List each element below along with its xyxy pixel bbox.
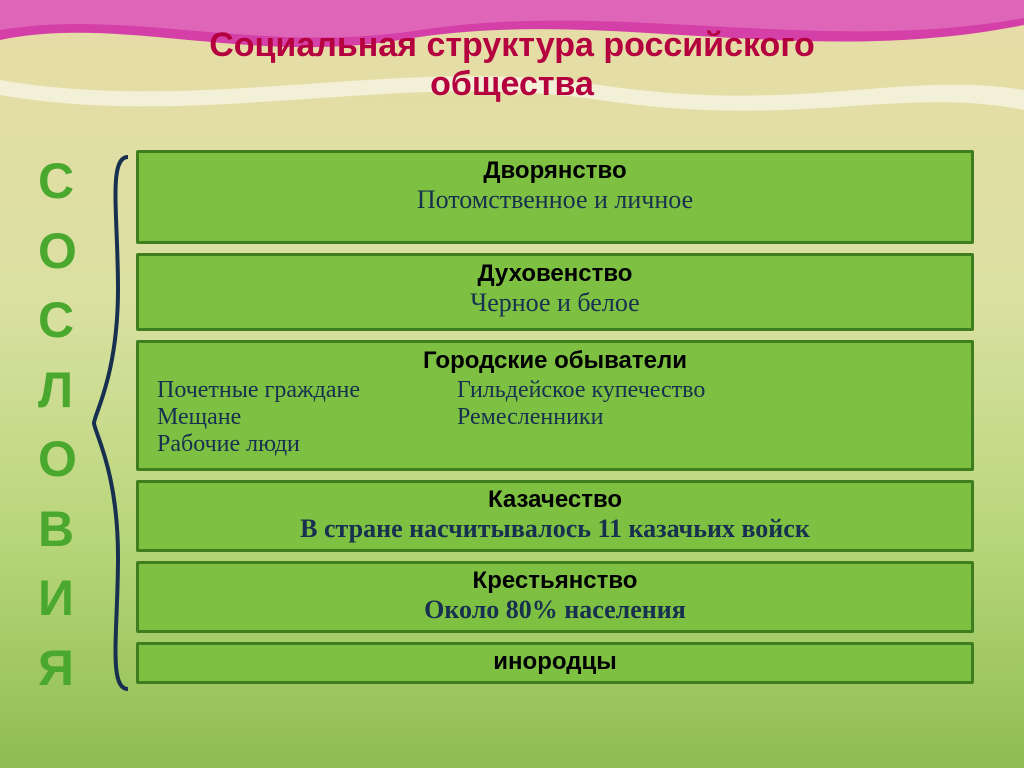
- estates-boxes: Дворянство Потомственное и личное Духове…: [136, 150, 974, 684]
- urban-workers: Рабочие люди: [157, 431, 457, 458]
- peasantry-title: Крестьянство: [151, 567, 959, 595]
- urban-craftsmen: Ремесленники: [457, 404, 603, 431]
- title-line-2: общества: [0, 65, 1024, 104]
- nobility-subtitle: Потомственное и личное: [151, 185, 959, 215]
- cossacks-subtitle: В стране насчитывалось 11 казачьих войск: [151, 514, 959, 544]
- vl-5: В: [38, 506, 77, 554]
- urban-row-1: Почетные граждане Гильдейское купечество: [157, 377, 953, 404]
- urban-guild-merchants: Гильдейское купечество: [457, 377, 705, 404]
- vl-4: О: [38, 436, 77, 484]
- vl-6: И: [38, 575, 77, 623]
- vl-1: О: [38, 228, 77, 276]
- urban-hon-citizens: Почетные граждане: [157, 377, 457, 404]
- clergy-subtitle: Черное и белое: [151, 288, 959, 318]
- vl-7: Я: [38, 645, 77, 693]
- box-cossacks: Казачество В стране насчитывалось 11 каз…: [136, 480, 974, 552]
- vl-2: С: [38, 297, 77, 345]
- page-title: Социальная структура российского обществ…: [0, 26, 1024, 104]
- aliens-title: инородцы: [151, 648, 959, 676]
- peasantry-subtitle: Около 80% населения: [151, 595, 959, 625]
- urban-row-2: Мещане Ремесленники: [157, 404, 953, 431]
- urban-meschane: Мещане: [157, 404, 457, 431]
- urban-row-3: Рабочие люди: [157, 431, 953, 458]
- urban-title: Городские обыватели: [151, 347, 959, 375]
- vl-0: С: [38, 158, 77, 206]
- box-peasantry: Крестьянство Около 80% населения: [136, 561, 974, 633]
- curly-brace-icon: [90, 155, 134, 691]
- vertical-label-estates: С О С Л О В И Я: [38, 158, 77, 692]
- box-clergy: Духовенство Черное и белое: [136, 253, 974, 331]
- clergy-title: Духовенство: [151, 260, 959, 288]
- title-line-1: Социальная структура российского: [0, 26, 1024, 65]
- urban-grid: Почетные граждане Гильдейское купечество…: [151, 375, 959, 458]
- box-urban: Городские обыватели Почетные граждане Ги…: [136, 340, 974, 471]
- nobility-title: Дворянство: [151, 157, 959, 185]
- vl-3: Л: [38, 367, 77, 415]
- box-nobility: Дворянство Потомственное и личное: [136, 150, 974, 244]
- box-aliens: инородцы: [136, 642, 974, 684]
- cossacks-title: Казачество: [151, 486, 959, 514]
